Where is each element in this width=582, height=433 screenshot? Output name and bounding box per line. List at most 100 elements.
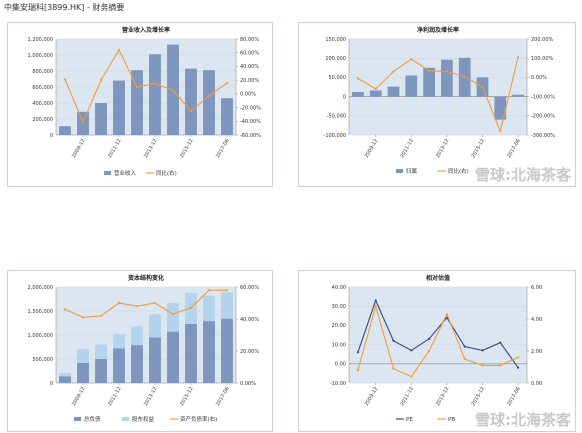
p3-series-point (153, 301, 157, 305)
p3-stack-bar (59, 372, 71, 377)
p1-left-tick: 600,000 (32, 85, 53, 91)
p1-right-tick: -20.00% (240, 105, 261, 111)
p4-legend-label: PB (448, 417, 455, 423)
p2-series-point (410, 58, 413, 61)
net-profit-chart: 净利润及增长率 150,000 100,000 50,000 0 -50,000 -100,… (324, 26, 572, 184)
p2-series-point (428, 69, 431, 72)
p4-x-tick: 2013-12 (435, 386, 451, 407)
p2-x-tick: 2017-06 (506, 138, 522, 159)
p1-legend-swatch (104, 171, 111, 175)
p1-right-tick: 60.00% (240, 51, 259, 57)
p2-x-tick: 2011-12 (399, 138, 415, 159)
p3-x-tick: 2011-12 (107, 386, 123, 407)
p1-left-tick: 1,000,000 (28, 53, 53, 59)
p4-series-point (481, 364, 484, 367)
p4-left-tick: 40.00 (332, 285, 346, 291)
p2-left-tick: 100,000 (325, 56, 346, 62)
p4-series-point (356, 369, 359, 372)
p2-series-point (374, 87, 377, 91)
p2-plot-area (349, 39, 527, 135)
p4-series-point (517, 366, 520, 369)
p3-bar (185, 323, 197, 383)
p4-series-point (428, 337, 431, 340)
p3-stack-bar (113, 334, 125, 349)
p3-title: 资本结构变化 (128, 274, 164, 282)
p4-right-tick: 4.00 (531, 317, 542, 323)
p4-series-point (392, 367, 395, 370)
p3-x-tick: 2013-12 (143, 386, 159, 407)
revenue-chart-panel: 营业收入及增长率 1,200,000 1,000,000 800,000 600,000… (7, 22, 273, 187)
p1-bar (185, 68, 197, 135)
p2-legend-swatch (396, 169, 403, 173)
p4-series-line (357, 298, 519, 368)
p3-bar (59, 376, 71, 383)
p3-series-point (117, 301, 121, 305)
p2-bar (352, 91, 364, 97)
p4-right-tick: 2.00 (531, 349, 542, 355)
p2-bar (369, 90, 382, 97)
p2-right-tick: -200.00% (531, 114, 555, 120)
p4-series-line (357, 304, 519, 378)
p4-series-point (499, 341, 502, 344)
p4-left-tick: 0.00 (335, 362, 346, 368)
p3-right-tick: 40.00% (240, 317, 259, 323)
p2-series-point (517, 56, 520, 59)
p1-right-tick: 0.00% (240, 92, 256, 98)
p2-left-tick: -100,000 (324, 133, 346, 139)
p1-right-tick: -40.00% (240, 119, 261, 125)
p1-series-line (64, 48, 228, 124)
p3-stack-bar (149, 314, 161, 338)
p4-right-tick: 6.00 (531, 285, 542, 291)
p3-left-tick: 2,000,000 (28, 285, 53, 291)
p4-series-point (392, 339, 395, 342)
p2-right-tick: 0.00% (531, 75, 547, 81)
p3-right-tick: 0.00% (240, 381, 256, 387)
p1-right-tick: 20.00% (240, 78, 259, 84)
p2-legend-label: 归属 (406, 167, 417, 175)
p3-legend-label: 资产负债率(右) (180, 415, 217, 423)
p3-series-point (81, 316, 85, 319)
p4-series-point (463, 345, 466, 348)
p3-stack-bar (167, 302, 179, 332)
valuation-chart-panel: 相对估值 40.00 30.00 20.00 10.00 0.00 -10.00 6.00 4.… (298, 270, 576, 432)
capital-structure-chart: 资本结构变化 2,000,000 1,500,000 1,000,000 500,000… (28, 274, 260, 423)
p1-series-point (117, 48, 121, 52)
p1-right-tick: 40.00% (240, 64, 259, 70)
p1-right-tick: 80.00% (240, 37, 259, 43)
p2-bar (405, 75, 418, 97)
p3-stack-bar (77, 348, 89, 363)
p3-series-point (189, 306, 193, 309)
p1-series-point (171, 89, 175, 92)
p1-x-tick: 2017-06 (215, 138, 231, 159)
p2-left-tick: 0 (343, 94, 346, 100)
p2-bar (387, 86, 400, 97)
p4-series-point (410, 375, 413, 378)
p2-right-tick: 100.00% (531, 56, 553, 62)
capital-structure-chart-panel: 资本结构变化 2,000,000 1,500,000 1,000,000 500,000… (7, 270, 273, 432)
p4-series-point (356, 351, 359, 354)
p1-bar (149, 54, 161, 136)
p1-legend-label: 同比(右) (156, 169, 177, 177)
p4-left-tick: 30.00 (332, 304, 346, 310)
p3-bar (221, 318, 233, 383)
p4-series-point (499, 364, 502, 367)
p1-right-tick: -60.00% (240, 133, 261, 139)
p4-series-point (374, 305, 377, 308)
p4-left-tick: 10.00 (332, 342, 346, 348)
p3-bar (149, 337, 161, 383)
p2-bar (494, 96, 507, 120)
p1-series-point (153, 82, 157, 85)
p2-series-point (481, 85, 484, 89)
p4-left-tick: -10.00 (330, 381, 346, 387)
p4-series-point (410, 349, 413, 352)
p4-x-tick: 2009-12 (364, 386, 380, 407)
page-title: 中集安瑞科[3899.HK] - 财务摘要 (4, 3, 125, 12)
p1-bar (95, 103, 107, 135)
net-profit-chart-panel: 净利润及增长率 150,000 100,000 50,000 0 -50,000 -100,… (298, 22, 576, 187)
p1-left-tick: 1,200,000 (28, 37, 53, 43)
p1-bar (221, 98, 233, 135)
p2-x-tick: 2013-12 (435, 138, 451, 159)
p3-right-tick: 20.00% (240, 349, 259, 355)
p3-left-tick: 0 (50, 381, 53, 387)
p1-bar (203, 70, 215, 135)
